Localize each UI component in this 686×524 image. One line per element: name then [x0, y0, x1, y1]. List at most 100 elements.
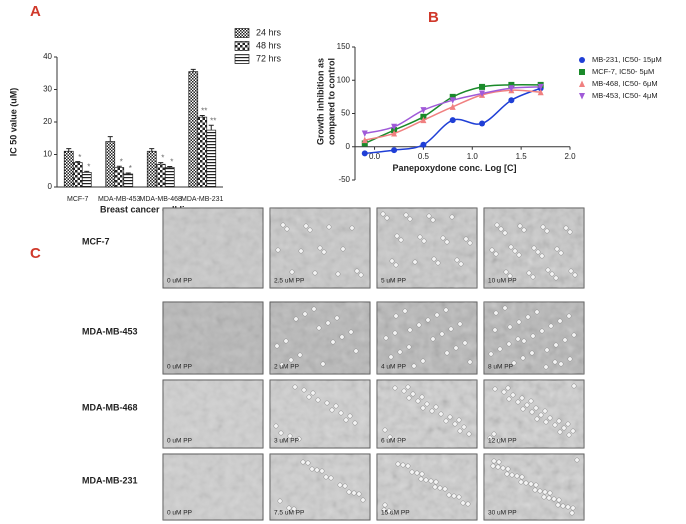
micrograph: 7.5 uM PP [269, 453, 371, 521]
cell [415, 398, 421, 404]
cell [337, 482, 343, 488]
y-tick-label: 0 [48, 182, 53, 191]
cell [503, 269, 509, 275]
point [391, 129, 398, 137]
cell [444, 350, 450, 356]
cell [458, 261, 464, 267]
micrograph: 6 uM PP [376, 379, 478, 449]
cell [293, 316, 299, 322]
cell [516, 252, 522, 258]
micrograph-texture [270, 302, 370, 374]
micrograph: 3 uM PP [269, 379, 371, 449]
cell [460, 500, 466, 506]
cell [360, 497, 366, 503]
cell [342, 483, 348, 489]
cell [433, 479, 439, 485]
cell [514, 473, 520, 479]
cell [420, 358, 426, 364]
cell [297, 352, 303, 358]
cell [398, 237, 404, 243]
y-tick-label: 50 [341, 109, 350, 118]
y-tick-label: 30 [43, 85, 52, 94]
y-tick-label: 20 [43, 117, 52, 126]
cell [526, 270, 532, 276]
cell [274, 343, 280, 349]
cell [532, 487, 538, 493]
cell [410, 391, 416, 397]
micrograph-caption: 4 uM PP [381, 364, 406, 371]
error-bar [199, 115, 205, 118]
cell [517, 223, 523, 229]
cell [348, 329, 354, 335]
cell [328, 475, 334, 481]
cell [466, 431, 472, 437]
cell [557, 318, 563, 324]
significance: * [161, 154, 164, 163]
cell [296, 436, 302, 442]
bar [123, 173, 134, 188]
cell [447, 414, 453, 420]
significance: ** [210, 116, 216, 125]
cell [453, 345, 459, 351]
micrograph-texture [377, 454, 477, 520]
micrograph: 12 uM PP [483, 379, 585, 449]
cell [346, 489, 352, 495]
cell [384, 215, 390, 221]
cell [565, 504, 571, 510]
legend-swatch [234, 41, 250, 51]
cell [278, 430, 284, 436]
cell [525, 314, 531, 320]
error-bar [75, 161, 81, 163]
micrograph-caption: 0 uM PP [167, 438, 192, 445]
error-bar [190, 68, 196, 72]
y-axis-label: Growth inhibition as [315, 58, 325, 145]
bar [81, 172, 92, 188]
cell [463, 236, 469, 242]
micrograph-caption: 0 uM PP [167, 510, 192, 517]
point [361, 140, 368, 147]
cell [349, 225, 355, 231]
cell [352, 420, 358, 426]
cell [389, 258, 395, 264]
cell [277, 498, 283, 504]
cell [391, 509, 397, 515]
cell [406, 395, 412, 401]
cell [552, 359, 558, 365]
cell [467, 359, 473, 365]
cell [523, 480, 529, 486]
cell [421, 238, 427, 244]
cell [451, 493, 457, 499]
x-tick-label: 2.0 [564, 152, 576, 161]
point [420, 141, 427, 148]
legend-swatch [234, 28, 250, 38]
cell [487, 435, 493, 441]
cell [356, 491, 362, 497]
significance: * [170, 158, 173, 167]
cell [286, 505, 292, 511]
cell [316, 325, 322, 331]
cell [572, 272, 578, 278]
point [420, 107, 427, 114]
cell [456, 417, 462, 423]
cell [306, 394, 312, 400]
cell [387, 434, 393, 440]
micrograph-texture [163, 302, 263, 374]
cell [555, 502, 561, 508]
micrograph-caption: 8 uM PP [488, 364, 513, 371]
cell [530, 274, 536, 280]
cell [528, 398, 534, 404]
x-tick-label: 0.5 [418, 152, 430, 161]
cell [315, 397, 321, 403]
cell [563, 225, 569, 231]
cell [283, 338, 289, 344]
bar [206, 129, 217, 188]
cell [395, 461, 401, 467]
cell [561, 425, 567, 431]
y-tick-label: 0 [346, 142, 351, 151]
cell [333, 403, 339, 409]
cell [335, 271, 341, 277]
cell [382, 427, 388, 433]
bar [146, 150, 157, 188]
significance: * [87, 163, 90, 172]
